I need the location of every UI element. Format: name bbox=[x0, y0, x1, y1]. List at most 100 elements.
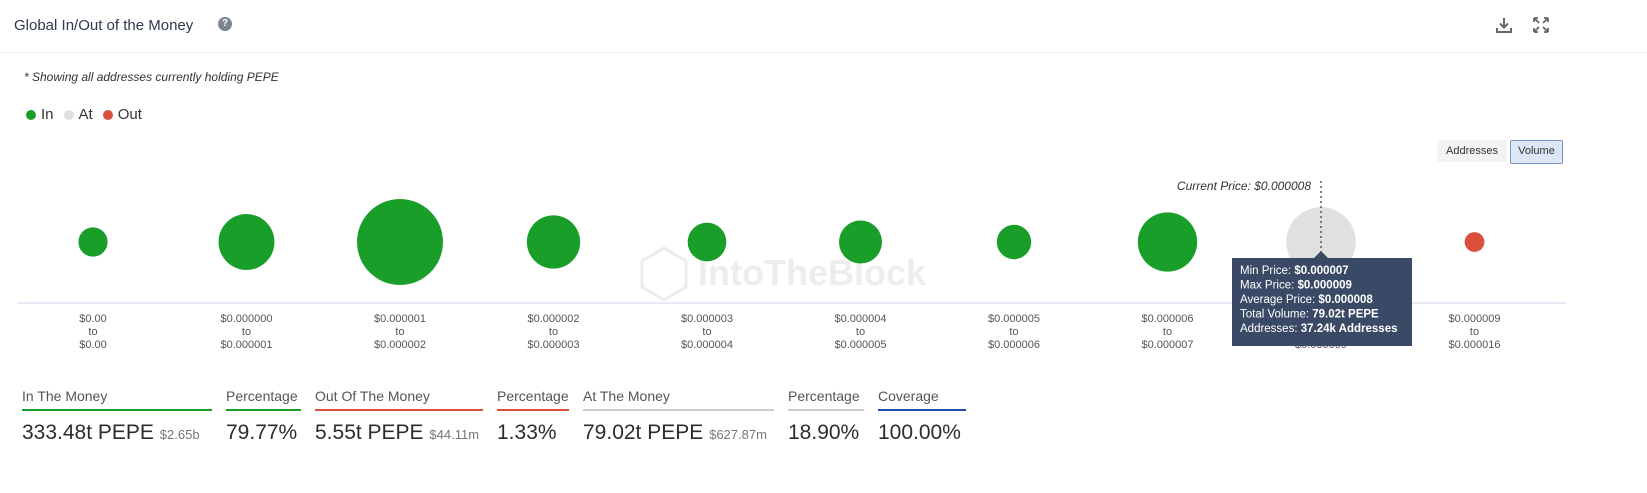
stat-value: 5.55t PEPE bbox=[315, 421, 424, 444]
widget-title: Global In/Out of the Money bbox=[14, 17, 194, 34]
bubble-out bbox=[1464, 232, 1485, 252]
stat-coverage: Coverage 100.00% bbox=[878, 388, 966, 445]
stat-value: 1.33% bbox=[497, 421, 557, 444]
stat-value: 79.77% bbox=[226, 421, 298, 444]
legend-at-label: At bbox=[78, 106, 93, 123]
x-tick-label: $0.000005 to $0.000006 bbox=[988, 313, 1040, 351]
legend: In At Out bbox=[26, 106, 152, 123]
tooltip-value: $0.000009 bbox=[1298, 280, 1352, 292]
stat-value: 79.02t PEPE bbox=[583, 421, 704, 444]
stat-label: Out Of The Money bbox=[315, 388, 483, 411]
bubble-in bbox=[839, 220, 882, 264]
legend-out-dot bbox=[102, 109, 113, 120]
x-tick-to: $0.000007 bbox=[1142, 339, 1194, 351]
x-tick-to-word: to bbox=[242, 326, 251, 338]
x-tick-to: $0.000006 bbox=[988, 339, 1040, 351]
x-tick-to: $0.000016 bbox=[1449, 339, 1501, 351]
stat-value: 100.00% bbox=[878, 421, 961, 444]
stat-usd: $627.87m bbox=[709, 427, 767, 442]
x-tick-to: $0.000005 bbox=[835, 339, 887, 351]
x-tick-from: $0.000004 bbox=[835, 313, 887, 325]
x-tick-to: $0.000002 bbox=[374, 339, 426, 351]
bubble-in bbox=[687, 222, 727, 262]
legend-in-label: In bbox=[41, 106, 54, 123]
stat-at-the-money: At The Money 79.02t PEPE $627.87m bbox=[583, 388, 774, 445]
tooltip: Min Price: $0.000007 Max Price: $0.000009… bbox=[1232, 251, 1412, 346]
stat-label: At The Money bbox=[583, 388, 774, 411]
bubble-chart: IntoTheBlock$0.00 to $0.00$0.000000 to $0.00… bbox=[17, 179, 1566, 351]
stat-label: Percentage bbox=[226, 388, 301, 411]
x-tick-label: $0.000004 to $0.000005 bbox=[835, 313, 887, 351]
stat-label: In The Money bbox=[22, 388, 212, 411]
holders-note: * Showing all addresses currently holdin… bbox=[24, 70, 279, 84]
legend-item-out[interactable]: Out bbox=[102, 106, 142, 123]
tooltip-label: Total Volume: bbox=[1240, 309, 1312, 321]
tooltip-value: 79.02t PEPE bbox=[1312, 309, 1379, 321]
stat-in-the-money: In The Money 333.48t PEPE $2.65b bbox=[22, 388, 212, 445]
widget-header: Global In/Out of the Money ? bbox=[0, 0, 1647, 53]
tooltip-value: $0.000007 bbox=[1294, 265, 1348, 277]
bubble-in bbox=[357, 199, 443, 285]
download-icon[interactable] bbox=[1495, 16, 1513, 34]
stat-value: 18.90% bbox=[788, 421, 860, 444]
x-tick-label: $0.000006 to $0.000007 bbox=[1142, 313, 1194, 351]
bubble-in bbox=[1137, 212, 1198, 272]
x-tick-to: $0.000001 bbox=[221, 339, 273, 351]
expand-icon[interactable] bbox=[1532, 16, 1550, 34]
x-tick-to-word: to bbox=[1470, 326, 1479, 338]
question-circle-icon[interactable]: ? bbox=[218, 17, 232, 31]
stat-usd: $2.65b bbox=[159, 427, 200, 442]
bubble-in bbox=[526, 215, 581, 269]
watermark: IntoTheBlock bbox=[640, 246, 927, 302]
stat-in-percentage: Percentage 79.77% bbox=[226, 388, 301, 445]
tooltip-line: Min Price: $0.000007 bbox=[1240, 265, 1349, 277]
x-tick-to-word: to bbox=[395, 326, 404, 338]
x-tick-to: $0.000004 bbox=[681, 339, 733, 351]
tooltip-box bbox=[1232, 251, 1412, 346]
stat-out-percentage: Percentage 1.33% bbox=[497, 388, 569, 445]
bubble-in bbox=[218, 214, 275, 270]
x-tick-to-word: to bbox=[856, 326, 865, 338]
legend-at-dot bbox=[63, 109, 74, 120]
x-tick-label: $0.000000 to $0.000001 bbox=[221, 313, 273, 351]
x-tick-label: $0.000002 to $0.000003 bbox=[528, 313, 580, 351]
x-tick-from: $0.000001 bbox=[374, 313, 426, 325]
tooltip-value: 37.24k Addresses bbox=[1301, 323, 1398, 335]
tooltip-line: Total Volume: 79.02t PEPE bbox=[1240, 309, 1379, 321]
legend-out-label: Out bbox=[117, 106, 142, 123]
x-tick-from: $0.000000 bbox=[221, 313, 273, 325]
tooltip-label: Average Price: bbox=[1240, 294, 1318, 306]
tooltip-line: Max Price: $0.000009 bbox=[1240, 280, 1352, 292]
tooltip-value: $0.000008 bbox=[1318, 294, 1373, 306]
x-tick-to-word: to bbox=[88, 326, 97, 338]
tooltip-label: Max Price: bbox=[1240, 280, 1298, 292]
addresses-toggle-button[interactable]: Addresses bbox=[1437, 140, 1507, 162]
x-tick-from: $0.000002 bbox=[528, 313, 580, 325]
legend-item-in[interactable]: In bbox=[26, 106, 54, 123]
x-tick-to-word: to bbox=[702, 326, 711, 338]
tooltip-line: Average Price: $0.000008 bbox=[1240, 294, 1373, 306]
x-tick-to-word: to bbox=[1009, 326, 1018, 338]
bubble-in bbox=[78, 227, 108, 257]
bubble-in bbox=[996, 224, 1032, 260]
stat-label: Percentage bbox=[497, 388, 569, 411]
legend-item-at[interactable]: At bbox=[63, 106, 93, 123]
x-tick-to-word: to bbox=[549, 326, 558, 338]
stat-out-of-the-money: Out Of The Money 5.55t PEPE $44.11m bbox=[315, 388, 483, 445]
x-tick-from: $0.00 bbox=[79, 313, 107, 325]
stat-label: Coverage bbox=[878, 388, 966, 411]
tooltip-label: Addresses: bbox=[1240, 323, 1301, 335]
watermark-logo-icon bbox=[640, 246, 688, 302]
stat-value: 333.48t PEPE bbox=[22, 421, 154, 444]
x-tick-from: $0.000006 bbox=[1142, 313, 1194, 325]
x-tick-from: $0.000003 bbox=[681, 313, 733, 325]
tooltip-label: Min Price: bbox=[1240, 265, 1294, 277]
volume-toggle-button[interactable]: Volume bbox=[1510, 140, 1563, 164]
stat-at-percentage: Percentage 18.90% bbox=[788, 388, 864, 445]
x-tick-to: $0.000003 bbox=[528, 339, 580, 351]
x-tick-from: $0.000005 bbox=[988, 313, 1040, 325]
stat-label: Percentage bbox=[788, 388, 864, 411]
current-price-label: Current Price: $0.000008 bbox=[1177, 179, 1311, 193]
x-tick-label: $0.00 to $0.00 bbox=[79, 313, 107, 351]
watermark-text: IntoTheBlock bbox=[698, 252, 927, 293]
